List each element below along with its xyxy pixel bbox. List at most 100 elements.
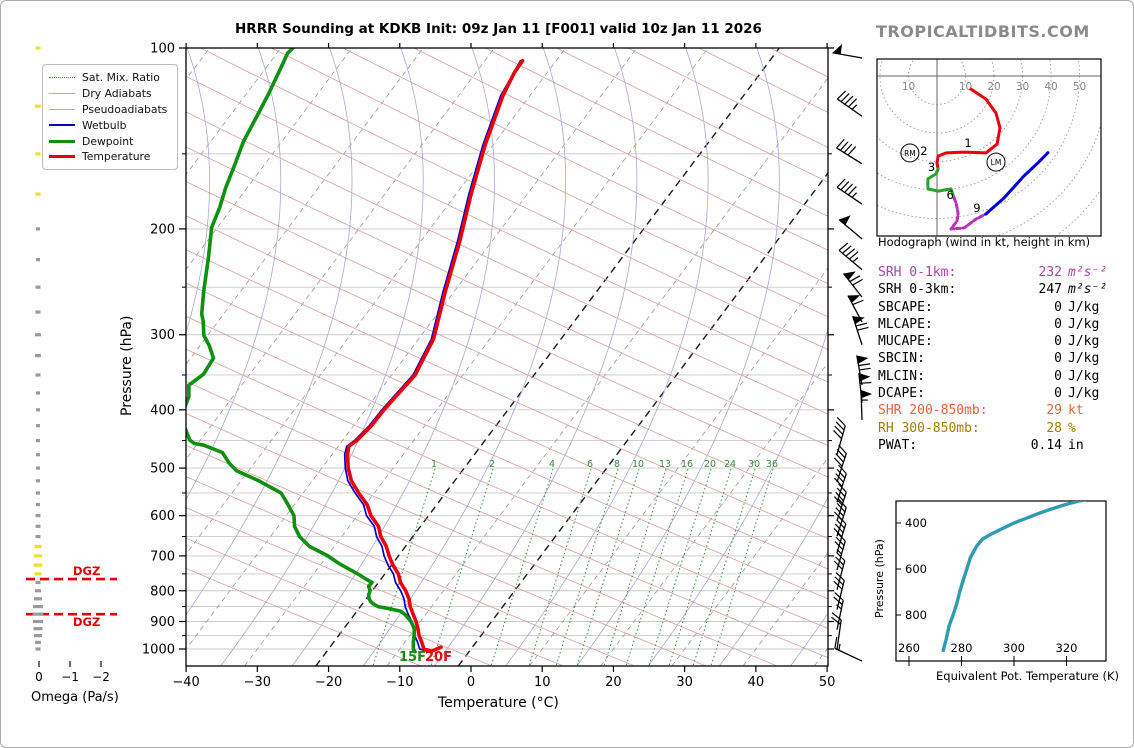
stat-unit: J/kg	[1068, 299, 1100, 315]
wetbulb-curve	[343, 59, 522, 652]
svg-text:400: 400	[905, 516, 927, 530]
svg-text:1: 1	[964, 136, 971, 150]
skewt-frame	[185, 47, 829, 667]
hodograph-trace-3-6km	[926, 167, 956, 200]
legend-item-dry-adiabats: Dry Adiabats	[43, 86, 177, 102]
svg-text:8: 8	[614, 459, 620, 470]
stat-value: 0	[1054, 299, 1062, 315]
wind-barb-175hPa	[836, 178, 863, 205]
svg-text:260: 260	[898, 641, 920, 655]
pseudoadiabat-line-sample	[49, 108, 75, 110]
stat-unit: J/kg	[1068, 316, 1100, 332]
svg-text:−1: −1	[61, 670, 79, 684]
isotherm-lines	[186, 48, 828, 666]
omega-profile-bars	[32, 46, 44, 651]
svg-text:LM: LM	[991, 158, 1002, 167]
svg-text:4: 4	[549, 459, 555, 470]
stat-row-mucape: MUCAPE: 0 J/kg	[878, 333, 1114, 350]
stat-unit: J/kg	[1068, 351, 1100, 367]
svg-text:3: 3	[928, 160, 935, 174]
hodograph-trace-9-12km	[984, 151, 1050, 216]
stat-row-dcape: DCAPE: 0 J/kg	[878, 385, 1114, 402]
svg-text:16: 16	[681, 459, 693, 470]
stat-unit: %	[1068, 420, 1076, 436]
thetae-y-axis-title: Pressure (hPa)	[873, 539, 886, 618]
temperature-curve	[345, 58, 525, 653]
svg-text:−10: −10	[386, 675, 413, 690]
svg-text:30: 30	[748, 459, 760, 470]
svg-text:800: 800	[905, 608, 927, 622]
mix-ratio-line-sample	[49, 77, 75, 79]
legend-item-pseudoadiabats: Pseudoadiabats	[43, 102, 177, 118]
hodograph-trace-0-3km	[935, 87, 1002, 171]
svg-text:−40: −40	[172, 675, 199, 690]
stat-label: SRH 0-1km:	[878, 265, 957, 280]
stat-unit: J/kg	[1068, 368, 1100, 384]
theta-e-curve	[941, 501, 1087, 653]
theta-e-panel: 400 600 800 260 280 300 320	[895, 500, 1107, 666]
stat-value: 247	[1038, 282, 1062, 298]
legend-label: Sat. Mix. Ratio	[82, 71, 160, 85]
stat-row-sbcape: SBCAPE: 0 J/kg	[878, 299, 1114, 316]
stat-row-mlcape: MLCAPE: 0 J/kg	[878, 316, 1114, 333]
stat-row-srh-0-3km: SRH 0-3km: 247 m²s⁻²	[878, 281, 1114, 298]
stat-label: SBCIN:	[878, 351, 925, 367]
wind-barb-250hPa	[843, 271, 863, 298]
svg-text:40: 40	[1044, 81, 1057, 93]
wind-barb-950hPa	[831, 612, 842, 650]
wind-barb-225hPa	[838, 242, 863, 271]
svg-text:50: 50	[819, 675, 836, 690]
stat-row-shr: SHR 200-850mb: 29 kt	[878, 402, 1114, 419]
svg-text:100: 100	[150, 42, 175, 57]
hodograph-caption: Hodograph (wind in kt, height in km)	[878, 235, 1091, 249]
legend-item-dewpoint: Dewpoint	[43, 133, 177, 149]
pressure-gridlines	[186, 153, 828, 650]
stat-value: 0	[1054, 334, 1062, 350]
stat-row-sbcin: SBCIN: 0 J/kg	[878, 350, 1114, 367]
svg-text:300: 300	[150, 328, 175, 343]
wind-barb-500hPa	[833, 444, 847, 483]
svg-text:800: 800	[150, 584, 175, 599]
svg-text:2: 2	[489, 459, 495, 470]
svg-text:30: 30	[676, 675, 693, 690]
stat-unit: J/kg	[1068, 386, 1100, 402]
svg-text:6: 6	[946, 188, 953, 202]
dgz-lines	[26, 577, 117, 616]
svg-text:10: 10	[902, 81, 915, 93]
watermark-logo: TROPICALTIDBITS.COM	[876, 22, 1090, 41]
svg-text:0: 0	[467, 675, 475, 690]
wind-barb-1008hPa	[834, 636, 863, 662]
stat-row-rh: RH 300-850mb: 28%	[878, 420, 1114, 437]
legend-label: Dry Adiabats	[82, 87, 152, 101]
svg-text:300: 300	[1003, 641, 1025, 655]
svg-text:−2: −2	[92, 670, 110, 684]
dry-adiabat-lines	[186, 48, 828, 666]
stat-unit: m²s⁻²	[1068, 265, 1108, 280]
axis-ticks-and-labels: −40 −30 −20 −10 0 10 20 30 40 50 100 200 300 400 500 60…	[142, 42, 835, 691]
svg-text:400: 400	[150, 403, 175, 418]
wind-barb-580hPa	[833, 483, 847, 522]
stat-label: SHR 200-850mb:	[878, 403, 988, 419]
wind-barb-350hPa	[856, 355, 871, 386]
svg-text:10: 10	[632, 459, 644, 470]
stat-value: 0.14	[1030, 437, 1062, 453]
stat-value: 29	[1046, 403, 1062, 419]
stats-panel: SRH 0-1km: 232 m²s⁻² SRH 0-3km: 247 m²s⁻² SB…	[878, 264, 1114, 454]
dgz-label-upper: DGZ	[73, 564, 101, 578]
wind-barb-column	[831, 43, 873, 662]
legend-item-temperature: Temperature	[43, 149, 177, 165]
stat-label: RH 300-850mb:	[878, 420, 980, 436]
svg-text:600: 600	[150, 509, 175, 524]
svg-text:20: 20	[605, 675, 622, 690]
surface-dewpoint-label: 15F	[399, 650, 426, 665]
dry-adiabat-line-sample	[49, 93, 75, 95]
svg-text:−20: −20	[315, 675, 342, 690]
wind-barb-100hPa	[832, 43, 863, 59]
wind-barb-815hPa	[833, 572, 845, 610]
svg-text:30: 30	[1016, 81, 1029, 93]
stat-unit: m²s⁻²	[1068, 282, 1108, 298]
stat-label: PWAT:	[878, 437, 918, 453]
svg-text:40: 40	[748, 675, 765, 690]
svg-text:10: 10	[959, 81, 972, 93]
